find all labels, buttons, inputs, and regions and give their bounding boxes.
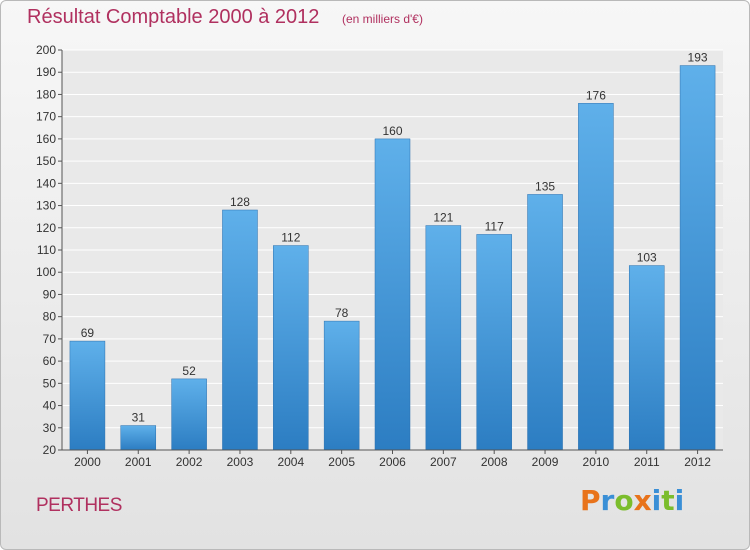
logo-letter: x <box>633 484 652 517</box>
bar <box>222 209 258 451</box>
x-tick-label: 2012 <box>684 455 711 469</box>
bar <box>323 320 360 451</box>
bar <box>578 103 614 451</box>
logo-letter: r <box>600 484 615 517</box>
x-tick-label: 2003 <box>227 455 254 469</box>
x-tick-label: 2006 <box>379 455 406 469</box>
bars: 69 31 52 128 112 78 160 121 117 135 176 103 193 <box>69 51 716 451</box>
bar-value-label: 103 <box>637 251 657 265</box>
bar-value-label: 31 <box>132 411 146 425</box>
y-tick-label: 70 <box>43 332 57 346</box>
x-tick-label: 2001 <box>125 455 152 469</box>
bar-value-label: 160 <box>382 124 402 138</box>
y-tick-label: 160 <box>36 132 56 146</box>
x-tick-label: 2005 <box>328 455 355 469</box>
bar <box>425 225 462 451</box>
y-axis: 20 30 40 50 60 70 80 90 100 110 120 130 140 150 160 170… <box>36 43 63 457</box>
logo-letter: P <box>580 484 601 517</box>
y-tick-label: 170 <box>36 110 56 124</box>
y-tick-label: 40 <box>43 399 57 413</box>
x-tick-label: 2007 <box>430 455 457 469</box>
bar <box>679 65 716 451</box>
x-tick-label: 2009 <box>532 455 559 469</box>
x-tick-label: 2004 <box>277 455 304 469</box>
bar <box>171 378 207 451</box>
bar-value-label: 176 <box>586 88 606 102</box>
chart-subtitle: (en milliers d'€) <box>342 12 423 26</box>
logo-letter: o <box>614 484 634 517</box>
logo-letter: t <box>661 484 675 517</box>
bar-value-label: 121 <box>433 211 453 225</box>
bar <box>69 340 106 451</box>
bar-value-label: 52 <box>182 364 196 378</box>
y-tick-label: 30 <box>43 421 57 435</box>
x-tick-label: 2011 <box>634 455 660 469</box>
y-tick-label: 80 <box>43 310 57 324</box>
bar <box>120 425 157 451</box>
x-axis: 2000 2001 2002 2003 2004 2005 2006 2007 2008 2009… <box>62 449 723 469</box>
y-tick-label: 50 <box>43 376 57 390</box>
y-tick-label: 90 <box>43 287 57 301</box>
chart-title: Résultat Comptable 2000 à 2012 <box>27 6 320 28</box>
bar-value-label: 193 <box>688 51 708 65</box>
bar-value-label: 128 <box>230 195 250 209</box>
x-tick-label: 2002 <box>176 455 203 469</box>
bar-value-label: 112 <box>281 231 300 245</box>
y-tick-label: 150 <box>36 154 56 168</box>
bar-value-label: 69 <box>81 326 95 340</box>
y-tick-label: 130 <box>36 199 56 213</box>
y-tick-label: 110 <box>37 243 56 257</box>
bar-value-label: 78 <box>335 306 349 320</box>
bar <box>628 265 665 451</box>
commune-name: PERTHES <box>36 495 122 516</box>
y-tick-label: 120 <box>36 221 56 235</box>
y-tick-label: 180 <box>36 87 56 101</box>
x-tick-label: 2008 <box>481 455 508 469</box>
bar-value-label: 117 <box>485 219 504 233</box>
bar <box>374 138 411 451</box>
bar <box>476 234 512 451</box>
y-tick-label: 20 <box>43 443 57 457</box>
y-tick-label: 100 <box>36 265 56 279</box>
x-tick-label: 2000 <box>74 455 101 469</box>
logo-letter: i <box>674 484 685 517</box>
x-tick-label: 2010 <box>583 455 610 469</box>
y-tick-label: 60 <box>43 354 57 368</box>
proxiti-logo: Proxiti <box>580 484 684 517</box>
y-tick-label: 140 <box>36 176 56 190</box>
y-tick-label: 190 <box>36 65 56 79</box>
bar <box>527 194 563 451</box>
logo-letter: i <box>651 484 662 517</box>
bar-value-label: 135 <box>535 179 555 193</box>
y-tick-label: 200 <box>36 43 56 57</box>
bar <box>273 245 309 451</box>
